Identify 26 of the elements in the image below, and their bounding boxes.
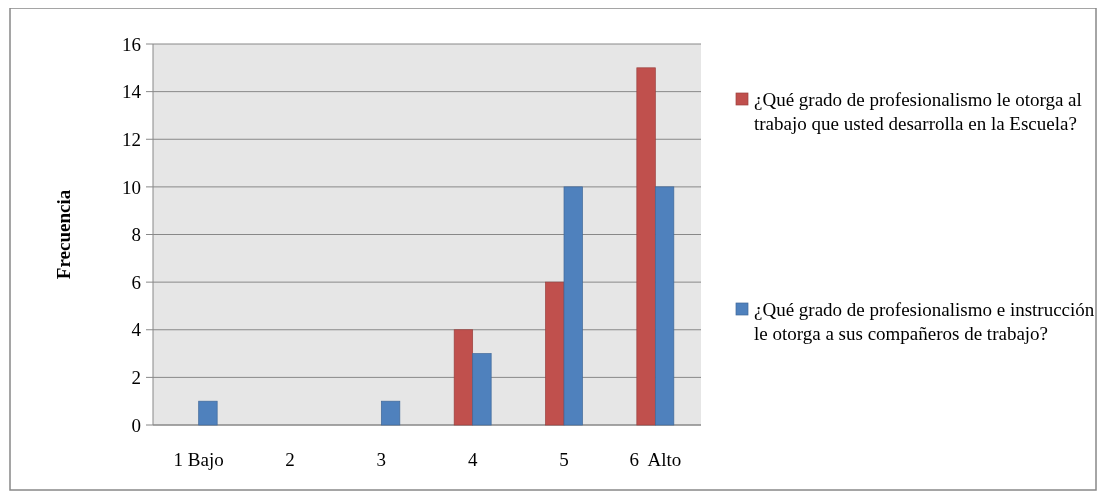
y-tick-label: 0	[131, 414, 141, 436]
y-tick-label: 6	[131, 271, 141, 293]
x-tick-label: 5	[559, 449, 569, 470]
bar	[380, 400, 401, 426]
y-tick-label: 12	[122, 128, 141, 150]
bar	[563, 186, 583, 426]
y-axis-title: Frecuencia	[53, 189, 74, 280]
x-tick-label: 3	[376, 449, 387, 470]
y-tick-label: 8	[131, 224, 141, 246]
x-tick-label: 2	[285, 449, 295, 470]
bar	[545, 281, 565, 426]
bar	[472, 353, 492, 426]
x-tick-label: 6 Alto	[629, 449, 682, 470]
bar	[636, 67, 656, 426]
y-tick-label: 4	[131, 319, 142, 341]
x-tick-label: 1 Bajo	[173, 449, 224, 470]
y-tick-label: 16	[122, 33, 141, 55]
legend-label: ¿Qué grado de profesionalismo e instrucción le otorga a sus compañeros de trabajo?	[754, 299, 1095, 344]
y-tick-label: 10	[122, 176, 141, 198]
y-tick-label: 2	[131, 367, 141, 389]
x-tick-label: 4	[467, 449, 478, 470]
legend-label: ¿Qué grado de profesionalismo le otorga al trabajo que usted desarrolla en la Escuela?	[754, 89, 1082, 134]
y-tick-label: 14	[122, 81, 142, 103]
bar	[198, 400, 218, 426]
bar	[453, 329, 474, 426]
bar	[654, 186, 675, 426]
